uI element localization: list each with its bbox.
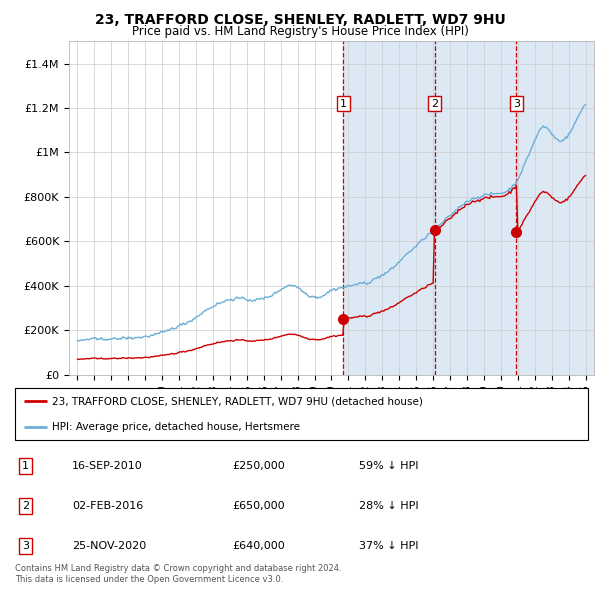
Text: Contains HM Land Registry data © Crown copyright and database right 2024.: Contains HM Land Registry data © Crown c…: [15, 565, 341, 573]
Text: £640,000: £640,000: [233, 541, 286, 551]
Bar: [343, 41, 434, 375]
Text: 16-SEP-2010: 16-SEP-2010: [73, 461, 143, 471]
Text: 3: 3: [22, 541, 29, 551]
Text: 59% ↓ HPI: 59% ↓ HPI: [359, 461, 418, 471]
Text: 28% ↓ HPI: 28% ↓ HPI: [359, 501, 418, 511]
Text: 23, TRAFFORD CLOSE, SHENLEY, RADLETT, WD7 9HU: 23, TRAFFORD CLOSE, SHENLEY, RADLETT, WD…: [95, 13, 505, 27]
Text: £650,000: £650,000: [233, 501, 286, 511]
Text: 1: 1: [22, 461, 29, 471]
FancyBboxPatch shape: [15, 388, 588, 440]
Text: Price paid vs. HM Land Registry's House Price Index (HPI): Price paid vs. HM Land Registry's House …: [131, 25, 469, 38]
Text: 2: 2: [431, 99, 438, 109]
Text: 37% ↓ HPI: 37% ↓ HPI: [359, 541, 418, 551]
Text: 1: 1: [340, 99, 347, 109]
Text: 2: 2: [22, 501, 29, 511]
Text: 02-FEB-2016: 02-FEB-2016: [73, 501, 143, 511]
Text: 3: 3: [513, 99, 520, 109]
Text: 23, TRAFFORD CLOSE, SHENLEY, RADLETT, WD7 9HU (detached house): 23, TRAFFORD CLOSE, SHENLEY, RADLETT, WD…: [52, 396, 423, 406]
Bar: [517, 41, 594, 375]
Text: 25-NOV-2020: 25-NOV-2020: [73, 541, 146, 551]
Text: This data is licensed under the Open Government Licence v3.0.: This data is licensed under the Open Gov…: [15, 575, 283, 584]
Text: HPI: Average price, detached house, Hertsmere: HPI: Average price, detached house, Hert…: [52, 422, 300, 432]
Text: £250,000: £250,000: [233, 461, 286, 471]
Bar: [434, 41, 517, 375]
